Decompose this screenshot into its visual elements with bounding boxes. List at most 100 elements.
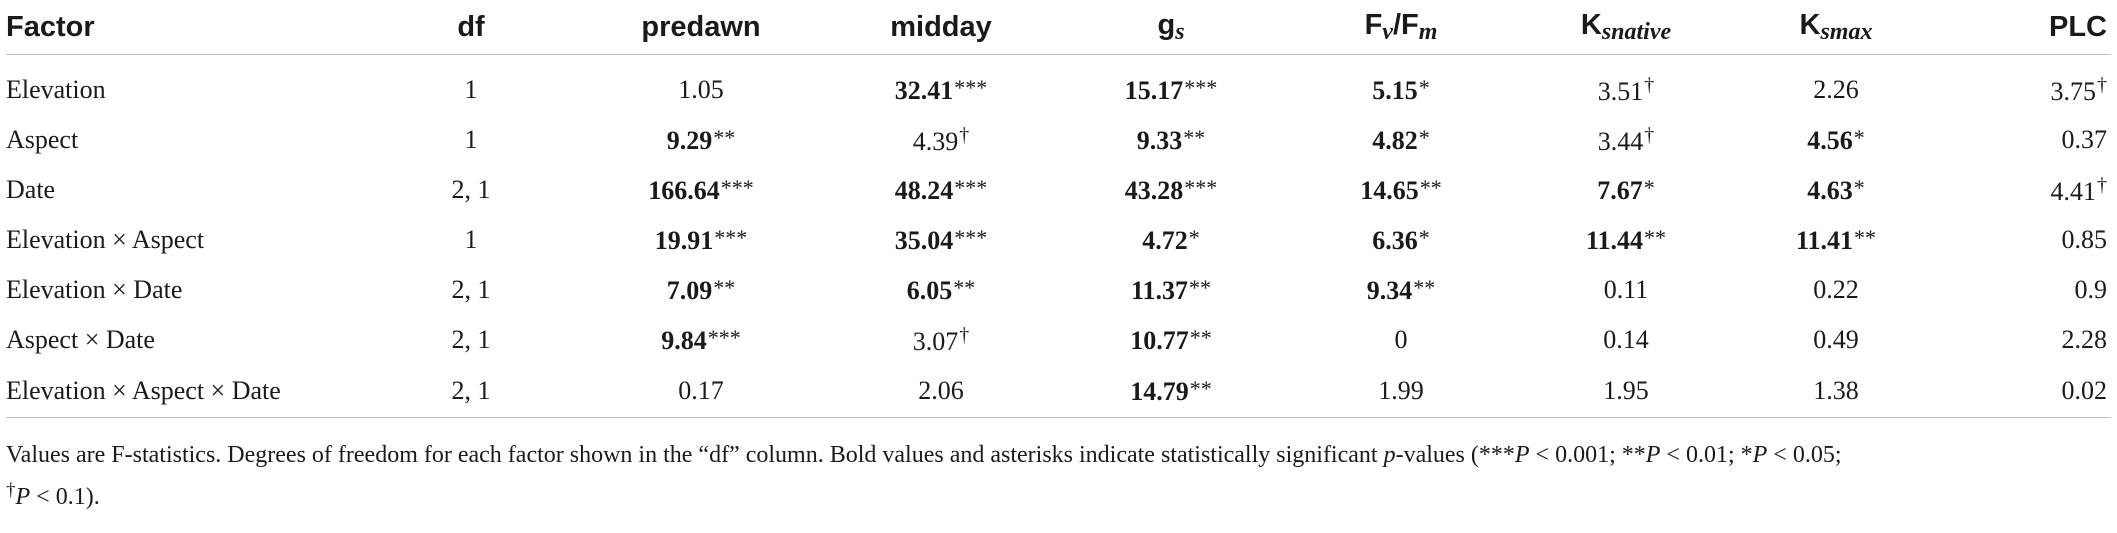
table-container: Factor df predawn midday gs Fv/Fm Ksnati…: [6, 0, 2111, 515]
significance-marker: †: [959, 123, 970, 146]
cell-value: 0.49: [1813, 325, 1859, 354]
anova-table: Factor df predawn midday gs Fv/Fm Ksnati…: [6, 0, 2111, 418]
cell-value: 14.79: [1130, 376, 1189, 406]
cell-value: 3.51: [1597, 76, 1644, 106]
cell-plc: 0.85: [1936, 215, 2111, 265]
table-row: Date 2, 1 166.64*** 48.24*** 43.28*** 14.65**…: [6, 165, 2111, 215]
cell-ksmax: 4.63*: [1736, 165, 1936, 215]
cell-value: 4.72: [1142, 225, 1188, 255]
cell-ksnative: 0.14: [1516, 315, 1736, 365]
cell-value: 43.28: [1124, 175, 1184, 205]
cell-df: 1: [464, 125, 478, 154]
cell-ksmax: 1.38: [1736, 365, 1936, 418]
cell-value: 1.38: [1813, 376, 1859, 405]
table-body: Elevation 1 1.05 32.41*** 15.17*** 5.15* 3.51†…: [6, 55, 2111, 418]
cell-value: 4.39: [912, 126, 959, 156]
cell-gs: 4.72*: [1056, 215, 1286, 265]
cell-value: 14.65: [1360, 175, 1419, 205]
cell-midday: 6.05**: [826, 265, 1056, 315]
cell-value: 5.15: [1372, 75, 1418, 105]
significance-marker: *: [1643, 174, 1655, 200]
cell-value: 15.17: [1124, 75, 1184, 105]
cell-predawn: 1.05: [576, 55, 826, 116]
cell-value: 11.44: [1585, 225, 1644, 255]
significance-marker: **: [1413, 274, 1436, 300]
cell-value: 9.33: [1136, 125, 1183, 155]
cell-ksmax: 0.22: [1736, 265, 1936, 315]
table-row: Aspect × Date 2, 1 9.84*** 3.07† 10.77** 0 0.1…: [6, 315, 2111, 365]
cell-value: 0.22: [1813, 275, 1859, 304]
cell-df: 2, 1: [451, 175, 491, 204]
significance-marker: ***: [720, 174, 754, 200]
cell-midday: 3.07†: [826, 315, 1056, 365]
cell-ksnative: 3.51†: [1516, 55, 1736, 116]
cell-df: 1: [464, 225, 478, 254]
cell-ksmax: 2.26: [1736, 55, 1936, 116]
cell-value: 4.82: [1372, 125, 1418, 155]
significance-marker: †: [1644, 123, 1655, 146]
significance-marker: ***: [707, 324, 741, 350]
cell-gs: 10.77**: [1056, 315, 1286, 365]
cell-ksmax: 4.56*: [1736, 115, 1936, 165]
cell-ksnative: 7.67*: [1516, 165, 1736, 215]
cell-value: 48.24: [894, 175, 954, 205]
cell-value: 35.04: [894, 225, 954, 255]
cell-factor: Aspect: [6, 125, 79, 154]
significance-marker: ***: [1184, 174, 1218, 200]
cell-fvfm: 1.99: [1286, 365, 1516, 418]
cell-df: 2, 1: [366, 365, 576, 418]
significance-marker: †: [1644, 73, 1655, 96]
cell-value: 19.91: [654, 225, 714, 255]
cell-value: 4.56: [1807, 125, 1853, 155]
cell-fvfm: 4.82*: [1286, 115, 1516, 165]
significance-marker: **: [713, 124, 736, 150]
cell-factor: Date: [6, 175, 56, 204]
cell-fvfm: 5.15*: [1286, 55, 1516, 116]
header-ksmax: Ksmax: [1736, 0, 1936, 55]
cell-gs: 43.28***: [1056, 165, 1286, 215]
cell-value: 1.99: [1378, 376, 1424, 405]
cell-plc: 0.9: [1936, 265, 2111, 315]
significance-marker: *: [1188, 224, 1200, 250]
significance-marker: ***: [714, 224, 748, 250]
cell-plc: 0.37: [1936, 115, 2111, 165]
significance-marker: **: [1189, 375, 1212, 401]
header-row: Factor df predawn midday gs Fv/Fm Ksnati…: [6, 0, 2111, 55]
cell-value: 2.26: [1813, 75, 1859, 104]
cell-plc: 4.41†: [1936, 165, 2111, 215]
cell-value: 9.34: [1366, 275, 1413, 305]
cell-factor: Elevation × Aspect: [6, 225, 205, 254]
cell-value: 0: [1394, 325, 1408, 354]
header-predawn: predawn: [576, 0, 826, 55]
significance-marker: ***: [954, 224, 988, 250]
cell-value: 7.67: [1597, 175, 1643, 205]
cell-midday: 48.24***: [826, 165, 1056, 215]
significance-marker: **: [1183, 124, 1206, 150]
significance-marker: ***: [954, 74, 988, 100]
significance-marker: **: [713, 274, 736, 300]
cell-value: 0.02: [2061, 376, 2108, 405]
cell-ksnative: 11.44**: [1516, 215, 1736, 265]
cell-value: 32.41: [894, 75, 954, 105]
cell-midday: 32.41***: [826, 55, 1056, 116]
cell-ksnative: 3.44†: [1516, 115, 1736, 165]
cell-value: 166.64: [648, 175, 720, 205]
table-row: Elevation 1 1.05 32.41*** 15.17*** 5.15* 3.51†…: [6, 55, 2111, 116]
header-factor: Factor: [6, 0, 366, 55]
cell-midday: 35.04***: [826, 215, 1056, 265]
cell-predawn: 7.09**: [576, 265, 826, 315]
cell-value: 3.07: [912, 326, 959, 356]
cell-value: 0.11: [1603, 275, 1649, 304]
significance-marker: ***: [954, 174, 988, 200]
cell-value: 3.75: [2050, 76, 2097, 106]
significance-marker: *: [1418, 224, 1430, 250]
header-fvfm: Fv/Fm: [1286, 0, 1516, 55]
cell-gs: 14.79**: [1056, 365, 1286, 418]
cell-fvfm: 0: [1286, 315, 1516, 365]
significance-marker: †: [2097, 73, 2107, 96]
cell-factor: Aspect × Date: [6, 325, 155, 354]
cell-fvfm: 14.65**: [1286, 165, 1516, 215]
cell-predawn: 166.64***: [576, 165, 826, 215]
significance-marker: ***: [1184, 74, 1218, 100]
header-ksnative: Ksnative: [1516, 0, 1736, 55]
